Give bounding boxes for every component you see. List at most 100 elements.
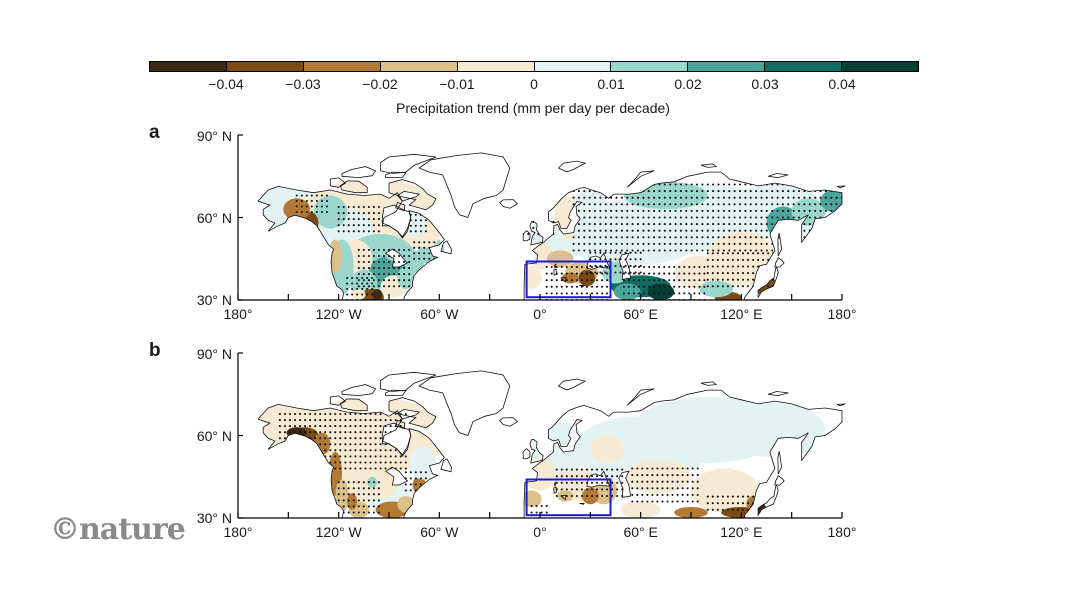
significance-dot: [599, 223, 602, 226]
significance-dot: [627, 272, 630, 275]
significance-dot: [663, 292, 666, 295]
significance-dot: [372, 260, 375, 264]
significance-dot: [695, 242, 699, 245]
significance-dot: [357, 260, 360, 264]
significance-dot: [315, 194, 318, 197]
significance-dot: [717, 223, 720, 226]
significance-dot: [717, 196, 720, 199]
significance-dot: [656, 474, 659, 477]
significance-dot: [606, 468, 609, 471]
significance-dot: [570, 265, 573, 269]
significance-dot: [305, 199, 308, 203]
colorbar-tick-label: 0.01: [597, 76, 625, 92]
significance-dot: [656, 487, 659, 490]
significance-dot: [716, 508, 719, 511]
coastline: [418, 152, 511, 218]
significance-dot: [299, 437, 302, 440]
significance-dot: [599, 203, 602, 206]
significance-dot: [717, 242, 720, 245]
significance-dot: [722, 229, 725, 232]
significance-dot: [738, 190, 742, 193]
significance-dot: [590, 285, 594, 288]
significance-dot: [319, 419, 322, 422]
significance-dot: [367, 224, 370, 227]
significance-dot: [594, 258, 597, 261]
significance-dot: [304, 437, 307, 440]
significance-dot: [580, 272, 583, 275]
significance-dot: [631, 467, 634, 470]
significance-dot: [636, 203, 640, 206]
trend-patch: [791, 198, 826, 226]
trend-patch: [397, 267, 415, 289]
coastline: [339, 180, 368, 194]
significance-dot: [706, 196, 709, 199]
significance-dot: [419, 230, 422, 233]
trend-patch: [409, 446, 436, 480]
significance-dot: [404, 425, 407, 428]
significance-dot: [359, 431, 362, 434]
significance-dot: [555, 265, 558, 269]
significance-dot: [835, 183, 838, 186]
significance-dot: [599, 190, 602, 193]
significance-dot: [620, 249, 623, 252]
significance-dot: [787, 223, 790, 226]
significance-dot: [357, 273, 360, 276]
significance-dot: [362, 285, 365, 288]
significance-dot: [352, 505, 355, 508]
significance-dot: [371, 282, 374, 285]
significance-dot: [314, 412, 317, 416]
significance-dot: [696, 500, 699, 503]
significance-dot: [354, 425, 357, 428]
significance-dot: [565, 468, 568, 471]
significance-dot: [749, 223, 752, 226]
inland-sea: [382, 205, 411, 237]
significance-dot: [604, 203, 607, 206]
significance-dot: [808, 203, 811, 206]
significance-dot: [824, 196, 827, 199]
significance-dot: [671, 500, 674, 503]
significance-dot: [642, 272, 646, 275]
significance-dot: [361, 282, 364, 285]
significance-dot: [755, 203, 758, 206]
trend-patch: [820, 190, 846, 212]
inland-sea: [618, 471, 631, 498]
significance-dot: [636, 229, 640, 232]
significance-dot: [428, 252, 431, 255]
significance-dot: [787, 236, 790, 239]
significance-dot: [599, 271, 602, 274]
significance-dot: [691, 500, 694, 503]
significance-dot: [346, 293, 349, 296]
coastline: [522, 448, 531, 460]
significance-dot: [615, 236, 618, 239]
significance-dot: [324, 437, 327, 440]
trend-patch: [283, 198, 311, 221]
significance-dot: [663, 229, 666, 232]
significance-dot: [593, 216, 597, 219]
significance-dot: [717, 229, 720, 232]
significance-dot: [685, 216, 688, 219]
significance-dot: [615, 216, 618, 219]
inland-sea: [385, 249, 408, 267]
significance-dot: [304, 425, 307, 428]
significance-dot: [661, 480, 664, 483]
significance-dot: [362, 267, 365, 270]
significance-dot: [585, 272, 589, 275]
significance-dot: [819, 249, 822, 252]
significance-dot: [658, 236, 661, 239]
significance-dot: [414, 219, 417, 222]
significance-dot: [669, 242, 672, 245]
significance-dot: [830, 203, 833, 206]
significance-dot: [615, 242, 618, 245]
significance-dot: [658, 209, 661, 212]
significance-dot: [767, 252, 770, 255]
significance-dot: [685, 183, 688, 186]
significance-dot: [398, 260, 401, 264]
significance-dot: [746, 495, 750, 498]
significance-dot: [337, 493, 340, 496]
significance-dot: [717, 249, 720, 252]
significance-dot: [634, 258, 637, 261]
significance-dot: [679, 223, 682, 226]
significance-dot: [532, 226, 535, 229]
significance-dot: [814, 236, 817, 239]
significance-dot: [545, 292, 548, 295]
